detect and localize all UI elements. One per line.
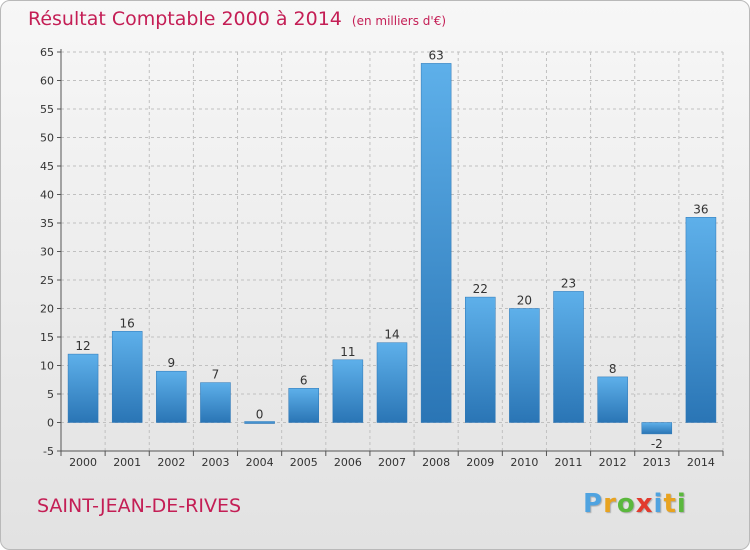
value-label: 23: [561, 276, 576, 290]
value-label: -2: [651, 437, 663, 451]
bar-2008: [420, 63, 452, 423]
bar-2007: [376, 342, 408, 423]
x-tick-label: 2014: [687, 456, 715, 469]
bar-2005: [288, 388, 319, 423]
bar-2001: [111, 331, 143, 423]
bar-2002: [156, 370, 187, 423]
y-tick-label: 65: [40, 46, 54, 59]
value-label: 9: [168, 356, 176, 370]
y-tick-label: 45: [40, 160, 54, 173]
value-label: 16: [120, 316, 135, 330]
x-tick-label: 2012: [599, 456, 627, 469]
x-tick-label: 2002: [157, 456, 185, 469]
value-label: 63: [428, 48, 443, 62]
chart-title: Résultat Comptable 2000 à 2014: [28, 8, 342, 30]
value-label: 7: [212, 368, 220, 382]
commune-name: SAINT-JEAN-DE-RIVES: [37, 495, 242, 517]
x-tick-label: 2007: [378, 456, 406, 469]
y-tick-label: 60: [40, 75, 54, 88]
x-tick-label: 2013: [643, 456, 671, 469]
y-tick-label: 5: [47, 388, 54, 401]
proxiti-logo: Proxiti: [583, 489, 687, 519]
value-label: 8: [609, 362, 617, 376]
value-label: 11: [340, 345, 355, 359]
value-label: 12: [75, 339, 90, 353]
value-label: 6: [300, 373, 308, 387]
labels: 12 2000 16 2001 9 2002 7 2003 0 2004 6 2005 11 2006 14…: [69, 48, 715, 469]
x-tick-label: 2000: [69, 456, 97, 469]
x-tick-label: 2003: [201, 456, 229, 469]
y-tick-label: 10: [40, 360, 54, 373]
y-tick-label: 20: [40, 303, 54, 316]
bar-2012: [597, 376, 628, 423]
value-label: 0: [256, 408, 264, 422]
y-tick-label: -5: [43, 445, 54, 458]
x-tick-label: 2009: [466, 456, 494, 469]
logo-letter: i: [676, 489, 687, 519]
y-tick-label: 15: [40, 331, 54, 344]
bar-2009: [465, 296, 496, 423]
x-tick-label: 2010: [510, 456, 538, 469]
value-label: 22: [473, 282, 488, 296]
y-tick-label: 0: [47, 417, 54, 430]
x-tick-label: 2011: [555, 456, 583, 469]
y-tick-label: 55: [40, 103, 54, 116]
value-label: 20: [517, 294, 532, 308]
x-tick-label: 2001: [113, 456, 141, 469]
x-tick-label: 2006: [334, 456, 362, 469]
bar-2010: [509, 308, 540, 423]
bar-2013: [641, 422, 673, 435]
y-tick-label: 25: [40, 274, 54, 287]
y-tick-label: 50: [40, 132, 54, 145]
bar-2011: [553, 291, 584, 423]
title-line: Résultat Comptable 2000 à 2014 (en millie…: [28, 8, 446, 30]
x-tick-label: 2008: [422, 456, 450, 469]
chart-subtitle: (en milliers d'€): [351, 14, 447, 28]
logo-letter: x: [635, 489, 654, 519]
value-label: 36: [693, 202, 708, 216]
bar-2006: [332, 359, 364, 423]
x-tick-label: 2005: [290, 456, 318, 469]
bar-2014: [685, 217, 717, 423]
y-tick-label: 30: [40, 246, 54, 259]
y-tick-label: 35: [40, 217, 54, 230]
logo-letter: i: [653, 489, 664, 519]
y-tick-label: 40: [40, 189, 54, 202]
logo-letter: P: [583, 489, 604, 519]
logo-letter: t: [663, 489, 677, 519]
logo-letter: o: [616, 489, 636, 519]
x-tick-label: 2004: [246, 456, 274, 469]
bar-2003: [200, 382, 231, 423]
logo-letter: r: [603, 489, 617, 519]
bar-2000: [67, 353, 99, 423]
bars: [67, 63, 717, 435]
bar-2004: [244, 421, 275, 424]
value-label: 14: [384, 328, 399, 342]
